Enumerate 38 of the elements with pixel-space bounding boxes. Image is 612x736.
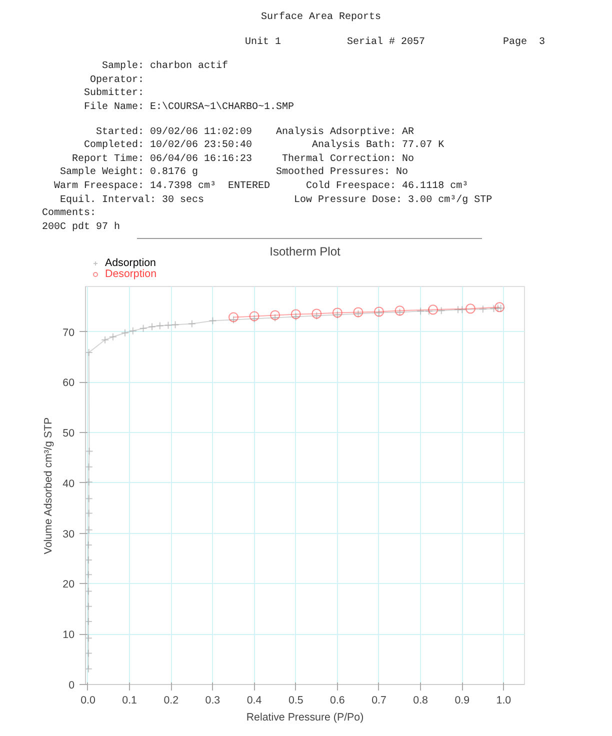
text: File Name: E:\COURSA~1\CHARBO~1.SMP	[83, 100, 296, 115]
legend-label: Desorption	[105, 268, 157, 280]
text: Sample: charbon actif	[101, 60, 230, 74]
x-tick-label: 0.6	[330, 694, 345, 706]
text: Unit 1 Serial # 2057 Page 3	[244, 36, 546, 50]
y-tick-label: 70	[62, 326, 75, 339]
x-tick-label: 0.7	[372, 694, 386, 706]
x-tick-label: 0.9	[454, 694, 470, 706]
chart-title: Isotherm Plot	[270, 244, 342, 258]
x-tick-label: 0.8	[413, 694, 428, 706]
text: Surface Area Reports	[260, 11, 382, 25]
y-tick-label: 10	[62, 629, 75, 642]
text: 200C pdt 97 h	[42, 220, 122, 234]
y-axis-title: Volume Adsorbed cm³/g STP	[42, 417, 55, 554]
text: Warm Freespace: 14.7398 cm³ ENTERED Cold Freespace: 46.1118 cm³	[53, 180, 470, 194]
x-tick-label: 1.0	[496, 694, 512, 706]
text: Sample Weight: 0.8176 g Smoothed Pressures: No	[59, 166, 410, 180]
x-axis-title: Relative Pressure (P/Po)	[246, 712, 364, 724]
y-tick-label: 50	[62, 428, 75, 440]
text: Report Time: 06/04/06 16:16:23 Thermal Correction: No	[71, 152, 416, 166]
text: Operator:	[89, 74, 146, 88]
x-tick-label: 0.3	[205, 694, 220, 706]
text: Equil. Interval: 30 secs Low Pressure Dose: 3.00 cm³/g STP	[59, 194, 494, 208]
x-tick-label: 0.4	[246, 694, 262, 706]
text: Started: 09/02/06 11:02:09 Analysis Adsorptive: AR	[95, 126, 416, 140]
text: Submitter:	[83, 87, 146, 101]
y-tick-label: 0	[68, 680, 75, 692]
x-tick-label: 0.5	[288, 694, 304, 706]
text: Completed: 10/02/06 23:50:40 Analysis Bath: 77.07 K	[83, 139, 446, 153]
text: Comments:	[42, 207, 98, 221]
y-tick-label: 60	[62, 377, 75, 390]
y-tick-label: 20	[62, 578, 75, 591]
y-tick-label: 40	[62, 478, 75, 490]
y-tick-label: 30	[62, 528, 75, 540]
legend-label: Adsorption	[105, 257, 156, 269]
x-tick-label: 0.0	[80, 694, 96, 706]
x-tick-label: 0.1	[122, 694, 138, 706]
x-tick-label: 0.2	[164, 694, 179, 706]
